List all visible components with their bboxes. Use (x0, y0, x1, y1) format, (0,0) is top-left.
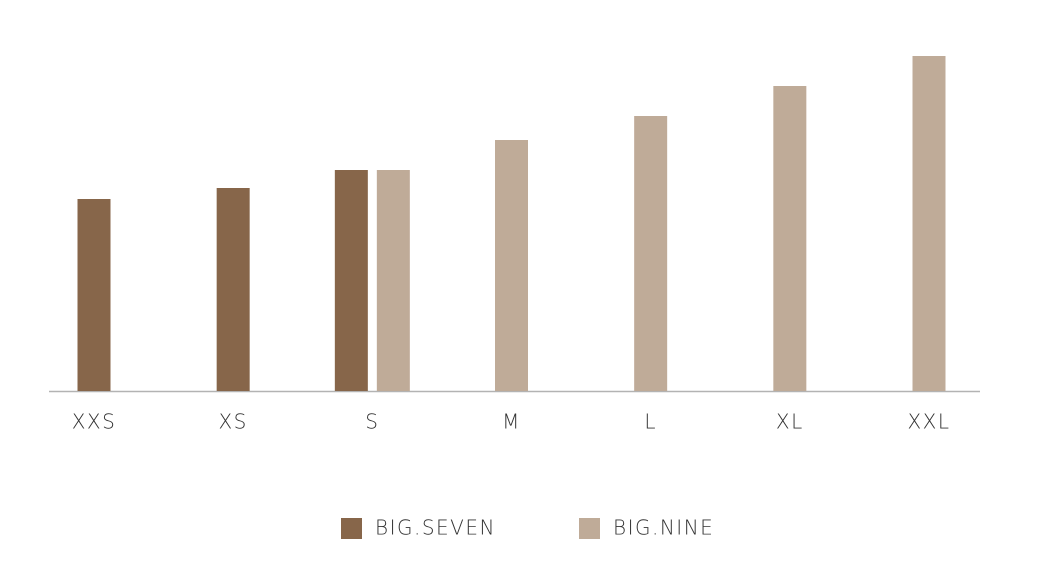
bar (773, 86, 807, 391)
x-tick-label: XS (218, 410, 247, 434)
bar (495, 140, 528, 391)
bar (77, 199, 111, 391)
x-tick-label: L (644, 410, 657, 434)
legend-label: BIG.NINE (613, 516, 714, 540)
bar (376, 170, 410, 391)
legend-label: BIG.SEVEN (375, 516, 496, 540)
x-tick-label: XL (776, 410, 804, 434)
legend-swatch (341, 518, 362, 539)
x-tick-label: XXS (72, 410, 117, 434)
x-tick-label: XXL (907, 410, 950, 434)
x-tick-label: M (502, 410, 521, 434)
legend-swatch (579, 518, 600, 539)
bar (634, 116, 668, 391)
bar (216, 188, 250, 391)
x-tick-label: S (365, 410, 379, 434)
bar (334, 170, 368, 391)
bar (912, 56, 946, 391)
